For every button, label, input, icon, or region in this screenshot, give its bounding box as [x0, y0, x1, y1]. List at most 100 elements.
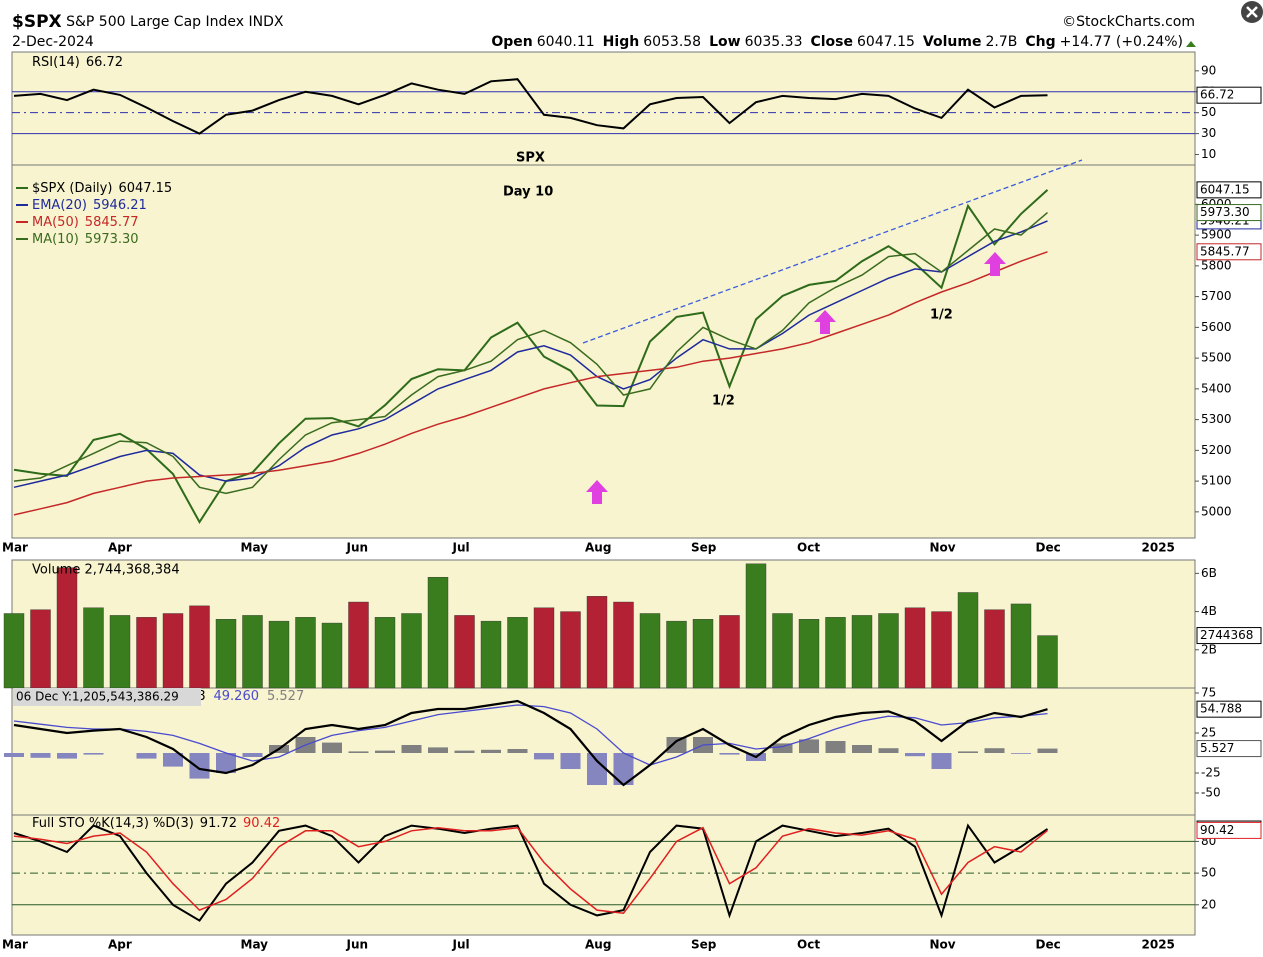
- histogram-bar: [931, 753, 952, 769]
- histogram-bar: [481, 749, 501, 753]
- legend: MA(10) 5973.30: [32, 232, 139, 247]
- histogram-bar: [984, 748, 1005, 753]
- histogram-bar: [534, 753, 554, 760]
- value-box: [1196, 821, 1262, 839]
- panel: [11, 687, 1196, 816]
- legend-value: 5845.77: [85, 215, 139, 230]
- value-box-label: 66.72: [1200, 88, 1234, 102]
- x-tick-label: Mar: [2, 938, 28, 952]
- value-box: [1196, 86, 1262, 104]
- x-tick-label: Jul: [452, 938, 470, 952]
- value-box-label: 90.42: [1200, 823, 1234, 837]
- y-tick-label: 6B: [1201, 566, 1217, 580]
- volume-bar: [692, 619, 714, 689]
- x-tick-label: Aug: [585, 938, 611, 952]
- histogram-bar: [375, 750, 395, 753]
- legend: RSI(14) 66.72: [32, 55, 123, 70]
- volume-bar: [215, 619, 237, 689]
- y-tick-label: 25: [1201, 726, 1216, 740]
- histogram-bar: [322, 742, 342, 753]
- histogram-bar: [401, 745, 422, 753]
- quote-label: Close: [810, 34, 853, 50]
- quote-value: 6035.33: [745, 34, 803, 50]
- annotation: SPX: [516, 151, 545, 166]
- histogram-bar: [799, 739, 819, 753]
- tooltip: 06 Dec Y:1,205,543,386.29: [16, 690, 179, 704]
- histogram-bar: [4, 753, 24, 757]
- legend: $SPX (Daily) 6047.15: [32, 181, 172, 196]
- x-tick-label: Sep: [691, 938, 717, 952]
- histogram-bar: [1011, 753, 1031, 754]
- volume-bar: [480, 620, 502, 689]
- volume-bar: [401, 613, 422, 689]
- value-box-label: 5973.30: [1200, 205, 1250, 219]
- x-tick-label: Oct: [797, 938, 820, 952]
- y-tick-label: 5600: [1201, 320, 1232, 334]
- value-box: [1196, 740, 1262, 758]
- histogram-bar: [587, 753, 607, 785]
- x-tick-label: May: [241, 541, 269, 555]
- volume-bar: [533, 607, 555, 689]
- volume-bar: [454, 615, 475, 689]
- y-tick-label: 4B: [1201, 604, 1217, 618]
- legend: Full STO %K(14,3) %D(3) 91.72 90.42: [32, 816, 280, 831]
- y-tick-label: 5000: [1201, 504, 1232, 518]
- legend-name: Full STO %K(14,3) %D(3): [32, 816, 194, 831]
- volume-bar: [162, 613, 184, 689]
- value-box-label: 6047.15: [1200, 182, 1250, 196]
- volume-bar: [3, 613, 25, 689]
- quote-label: Volume: [923, 34, 982, 50]
- y-tick-label: 2B: [1201, 642, 1217, 656]
- histogram-bar: [613, 753, 634, 785]
- volume-bar: [374, 617, 396, 689]
- y-tick-label: 20: [1201, 897, 1216, 911]
- y-tick-label: 90: [1201, 63, 1216, 77]
- histogram-bar: [905, 753, 925, 757]
- histogram-bar: [348, 751, 369, 753]
- y-tick-label: 5900: [1201, 228, 1232, 242]
- quote-value: +14.77 (+0.24%): [1060, 34, 1183, 50]
- histogram-bar: [30, 753, 51, 758]
- y-tick-label: 5200: [1201, 443, 1232, 457]
- legend-value: 5.527: [267, 689, 304, 704]
- credit: ©StockCharts.com: [1062, 14, 1195, 30]
- histogram-bar: [136, 753, 157, 759]
- y-tick-label: 50: [1201, 105, 1216, 119]
- histogram-bar: [216, 753, 236, 773]
- x-tick-label: Jun: [346, 541, 369, 555]
- close-icon[interactable]: [1246, 6, 1258, 18]
- volume-bar: [560, 611, 581, 689]
- series-line: [13, 251, 1048, 516]
- x-tick-label: Nov: [930, 938, 956, 952]
- y-tick-label: 5700: [1201, 289, 1232, 303]
- x-tick-label: Jul: [452, 541, 470, 555]
- x-tick-label: May: [241, 938, 269, 952]
- trend-line: [582, 159, 1083, 344]
- annotation: 1/2: [930, 308, 953, 323]
- panel: [11, 814, 1196, 936]
- histogram-bar: [428, 747, 448, 753]
- volume-bar: [268, 620, 290, 689]
- series-line: [13, 823, 1049, 922]
- histogram-bar: [242, 753, 263, 757]
- histogram-bar: [719, 753, 740, 755]
- series-line: [13, 78, 1048, 135]
- volume-bar: [321, 622, 343, 689]
- panel-title: Volume 2,744,368,384: [32, 563, 180, 578]
- series-line: [13, 189, 1049, 524]
- volume-bar: [772, 613, 793, 689]
- volume-bar: [984, 609, 1005, 689]
- legend-value: 91.72: [200, 816, 237, 831]
- value-box-label: 2744368: [1200, 628, 1253, 642]
- legend-value: 5973.30: [85, 232, 139, 247]
- arrow: [814, 310, 836, 334]
- y-tick-label: 5100: [1201, 474, 1232, 488]
- volume-bar: [798, 619, 820, 689]
- volume-bar: [30, 609, 51, 689]
- quote-value: 6040.11: [537, 34, 595, 50]
- volume-bar: [586, 596, 608, 689]
- value-box: [1196, 204, 1262, 222]
- quote-line: Open 6040.11 High 6053.58 Low 6035.33 Close 604…: [491, 34, 1183, 50]
- value-box-label: 54.788: [1200, 702, 1242, 716]
